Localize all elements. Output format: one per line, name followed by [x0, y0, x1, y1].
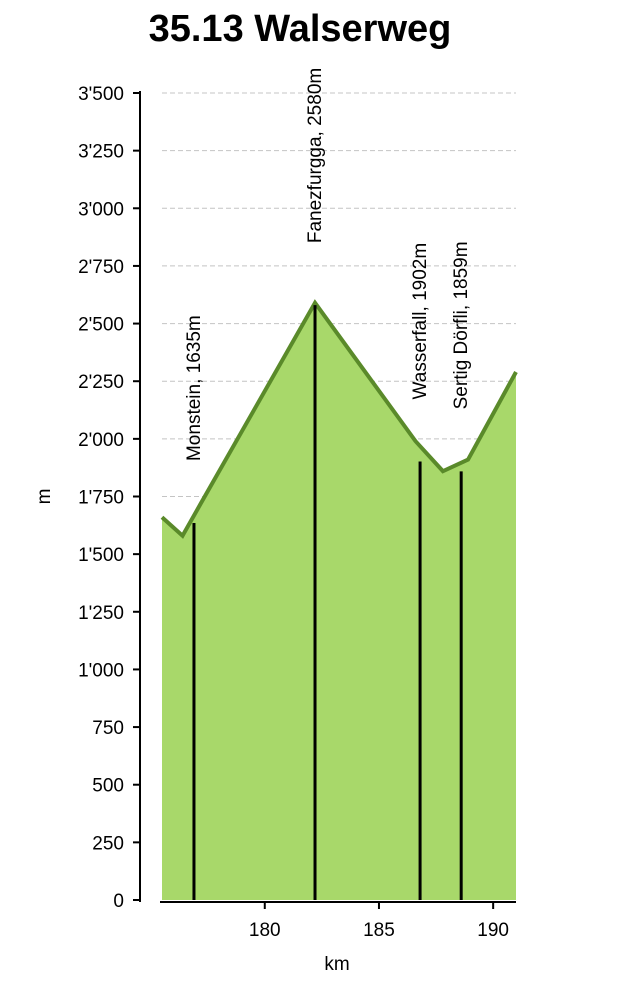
x-tick-label: 180 [249, 920, 281, 941]
axes: 0 250 500 750 1'000 1'250 1'500 1'750 2'000 2'250… [34, 84, 516, 975]
y-tick-label: 1'000 [78, 660, 124, 681]
x-axis-label: km [324, 954, 349, 975]
y-tick-label: 2'750 [78, 257, 124, 278]
y-tick-label: 2'000 [78, 430, 124, 451]
y-tick-label: 0 [113, 891, 124, 912]
chart-title: 35.13 Walserweg [148, 8, 452, 50]
elevation-line [160, 299, 518, 539]
waypoint-labels: Monstein, 1635m Fanezfurgga, 2580m Wasserf… [184, 68, 472, 461]
y-tick-label: 500 [92, 776, 124, 797]
waypoint-label: Fanezfurgga, 2580m [305, 68, 326, 243]
y-tick-label: 750 [92, 718, 124, 739]
x-tick-label: 185 [363, 920, 395, 941]
y-tick-label: 1'250 [78, 603, 124, 624]
waypoint-markers [192, 305, 463, 900]
elevation-area [162, 302, 516, 900]
y-tick-label: 2'250 [78, 372, 124, 393]
waypoint-label: Wasserfall, 1902m [410, 243, 431, 400]
y-tick-label: 3'000 [78, 199, 124, 220]
y-tick-label: 1'750 [78, 488, 124, 509]
x-tick-label: 190 [477, 920, 509, 941]
y-tick-label: 250 [92, 833, 124, 854]
waypoint-label: Sertig Dörfli, 1859m [451, 241, 472, 409]
y-tick-label: 1'500 [78, 545, 124, 566]
y-tick-label: 3'250 [78, 142, 124, 163]
y-axis-label: m [34, 489, 55, 505]
area-layer [160, 299, 518, 900]
waypoint-label: Monstein, 1635m [184, 315, 205, 461]
y-tick-label: 3'500 [78, 84, 124, 105]
y-tick-label: 2'500 [78, 315, 124, 336]
